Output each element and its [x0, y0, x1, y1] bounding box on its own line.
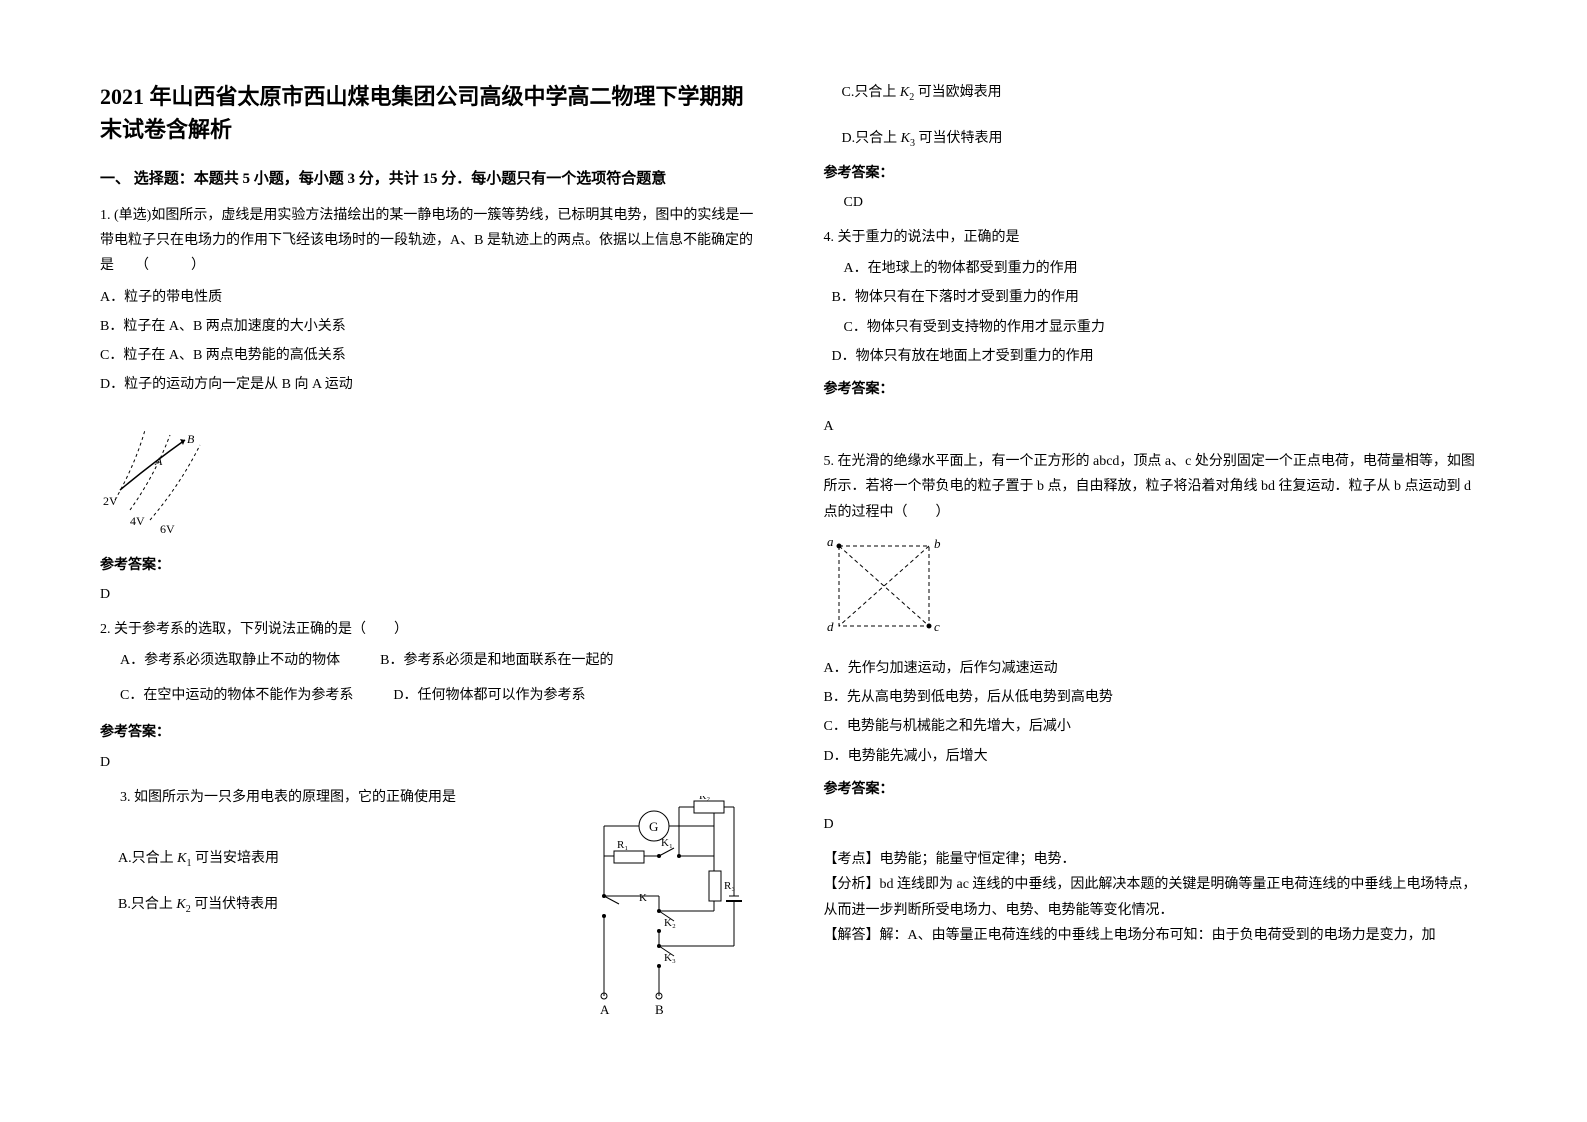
- q4-answer: A: [824, 414, 1488, 439]
- svg-text:B: B: [655, 1002, 664, 1016]
- q1-option-b: B．粒子在 A、B 两点加速度的大小关系: [100, 314, 764, 339]
- q5-figure: a b c d: [824, 531, 1488, 650]
- svg-text:A: A: [600, 1002, 610, 1016]
- svg-text:d: d: [827, 619, 834, 634]
- document-title: 2021 年山西省太原市西山煤电集团公司高级中学高二物理下学期期末试卷含解析: [100, 80, 764, 146]
- q4-option-b: B．物体只有在下落时才受到重力的作用: [832, 285, 1488, 310]
- svg-text:a: a: [827, 534, 834, 549]
- q2-answer: D: [100, 750, 764, 775]
- q2-option-d: D．任何物体都可以作为参考系: [393, 683, 585, 708]
- q5-option-d: D．电势能先减小，后增大: [824, 744, 1488, 769]
- q5-option-c: C．电势能与机械能之和先增大，后减小: [824, 714, 1488, 739]
- q2-option-a: A．参考系必须选取静止不动的物体: [120, 648, 340, 673]
- q3-option-d: D.只合上 K3 可当伏特表用: [842, 126, 1488, 153]
- q5-analysis-solve: 【解答】解：A、由等量正电荷连线的中垂线上电场分布可知：由于负电荷受到的电场力是…: [824, 923, 1488, 948]
- svg-text:K₃: K₃: [664, 952, 676, 964]
- q3-option-c: C.只合上 K2 可当欧姆表用: [842, 80, 1488, 107]
- q4-option-d: D．物体只有放在地面上才受到重力的作用: [832, 344, 1488, 369]
- svg-text:R₂: R₂: [699, 796, 710, 802]
- q1-figure: A B 2V 4V 6V: [100, 405, 764, 544]
- question-1: 1. (单选)如图所示，虚线是用实验方法描绘出的某一静电场的一簇等势线，已标明其…: [100, 203, 764, 607]
- svg-text:K₁: K₁: [661, 837, 673, 849]
- q5-option-a: A．先作匀加速运动，后作匀减速运动: [824, 656, 1488, 681]
- q5-option-b: B．先从高电势到低电势，后从低电势到高电势: [824, 685, 1488, 710]
- svg-text:R₁: R₁: [617, 839, 628, 851]
- q1-option-c: C．粒子在 A、B 两点电势能的高低关系: [100, 343, 764, 368]
- right-column: C.只合上 K2 可当欧姆表用 D.只合上 K3 可当伏特表用 参考答案： CD…: [824, 80, 1488, 1035]
- svg-text:K₂: K₂: [664, 917, 676, 929]
- left-column: 2021 年山西省太原市西山煤电集团公司高级中学高二物理下学期期末试卷含解析 一…: [100, 80, 764, 1035]
- svg-text:K: K: [639, 892, 647, 904]
- q1-option-d: D．粒子的运动方向一定是从 B 向 A 运动: [100, 372, 764, 397]
- q1-answer: D: [100, 582, 764, 607]
- svg-text:2V: 2V: [103, 494, 118, 508]
- q1-option-a: A．粒子的带电性质: [100, 285, 764, 310]
- q3-figure: G R₁ K₁: [564, 796, 744, 1025]
- svg-text:6V: 6V: [160, 522, 175, 535]
- svg-text:G: G: [649, 819, 658, 834]
- q2-option-c: C．在空中运动的物体不能作为参考系: [120, 683, 353, 708]
- svg-text:B: B: [187, 432, 195, 446]
- svg-text:A: A: [154, 454, 163, 468]
- question-2: 2. 关于参考系的选取，下列说法正确的是（ ） A．参考系必须选取静止不动的物体…: [100, 617, 764, 775]
- q4-option-c: C．物体只有受到支持物的作用才显示重力: [844, 315, 1488, 340]
- svg-text:4V: 4V: [130, 514, 145, 528]
- q5-stem: 5. 在光滑的绝缘水平面上，有一个正方形的 abcd，顶点 a、c 处分别固定一…: [824, 449, 1488, 525]
- q2-answer-label: 参考答案：: [100, 720, 764, 745]
- q4-answer-label: 参考答案：: [824, 377, 1488, 402]
- q5-analysis-point: 【考点】电势能；能量守恒定律；电势．: [824, 847, 1488, 872]
- q2-option-b: B．参考系必须是和地面联系在一起的: [380, 648, 613, 673]
- q3-answer: CD: [844, 190, 1488, 215]
- q4-stem: 4. 关于重力的说法中，正确的是: [824, 225, 1488, 250]
- q5-analysis-method: 【分析】bd 连线即为 ac 连线的中垂线，因此解决本题的关键是明确等量正电荷连…: [824, 872, 1488, 922]
- question-4: 4. 关于重力的说法中，正确的是 A．在地球上的物体都受到重力的作用 B．物体只…: [824, 225, 1488, 439]
- q3-answer-label: 参考答案：: [824, 161, 1488, 186]
- question-3: 3. 如图所示为一只多用电表的原理图，它的正确使用是 G R₁: [100, 785, 764, 919]
- q1-stem: 1. (单选)如图所示，虚线是用实验方法描绘出的某一静电场的一簇等势线，已标明其…: [100, 203, 764, 279]
- question-5: 5. 在光滑的绝缘水平面上，有一个正方形的 abcd，顶点 a、c 处分别固定一…: [824, 449, 1488, 948]
- q5-answer: D: [824, 812, 1488, 837]
- q1-answer-label: 参考答案：: [100, 553, 764, 578]
- svg-text:R₃: R₃: [724, 880, 735, 892]
- section-1-header: 一、 选择题：本题共 5 小题，每小题 3 分，共计 15 分．每小题只有一个选…: [100, 166, 764, 193]
- svg-text:c: c: [934, 619, 940, 634]
- svg-text:b: b: [934, 536, 941, 551]
- q2-stem: 2. 关于参考系的选取，下列说法正确的是（ ）: [100, 617, 764, 642]
- q5-answer-label: 参考答案：: [824, 777, 1488, 802]
- q4-option-a: A．在地球上的物体都受到重力的作用: [844, 256, 1488, 281]
